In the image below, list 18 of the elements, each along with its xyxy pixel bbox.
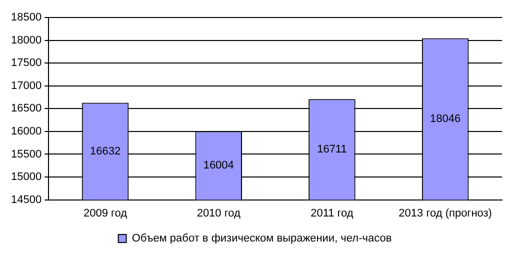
x-tick-label: 2013 год (прогноз) — [398, 207, 492, 220]
y-tick-label: 15000 — [10, 171, 42, 184]
y-tick-label: 16000 — [10, 126, 42, 138]
data-label: 16004 — [203, 160, 234, 172]
y-tick-label: 17000 — [10, 80, 42, 92]
y-tick-label: 16500 — [10, 102, 42, 115]
x-tick-label: 2009 год — [83, 207, 128, 220]
data-label: 16711 — [317, 143, 347, 156]
x-tick-label: 2011 год — [310, 207, 354, 220]
x-tick-label: 2010 год — [196, 207, 241, 220]
legend-label: Объем работ в физическом выражении, чел-часов — [132, 232, 392, 245]
y-tick-label: 14500 — [10, 194, 42, 206]
data-label: 16632 — [90, 145, 121, 158]
y-tick-label: 15500 — [10, 148, 42, 160]
y-tick-label: 18000 — [10, 34, 42, 46]
y-tick-label: 17500 — [10, 57, 42, 70]
data-label: 18046 — [430, 113, 461, 126]
y-tick-label: 18500 — [10, 12, 42, 24]
